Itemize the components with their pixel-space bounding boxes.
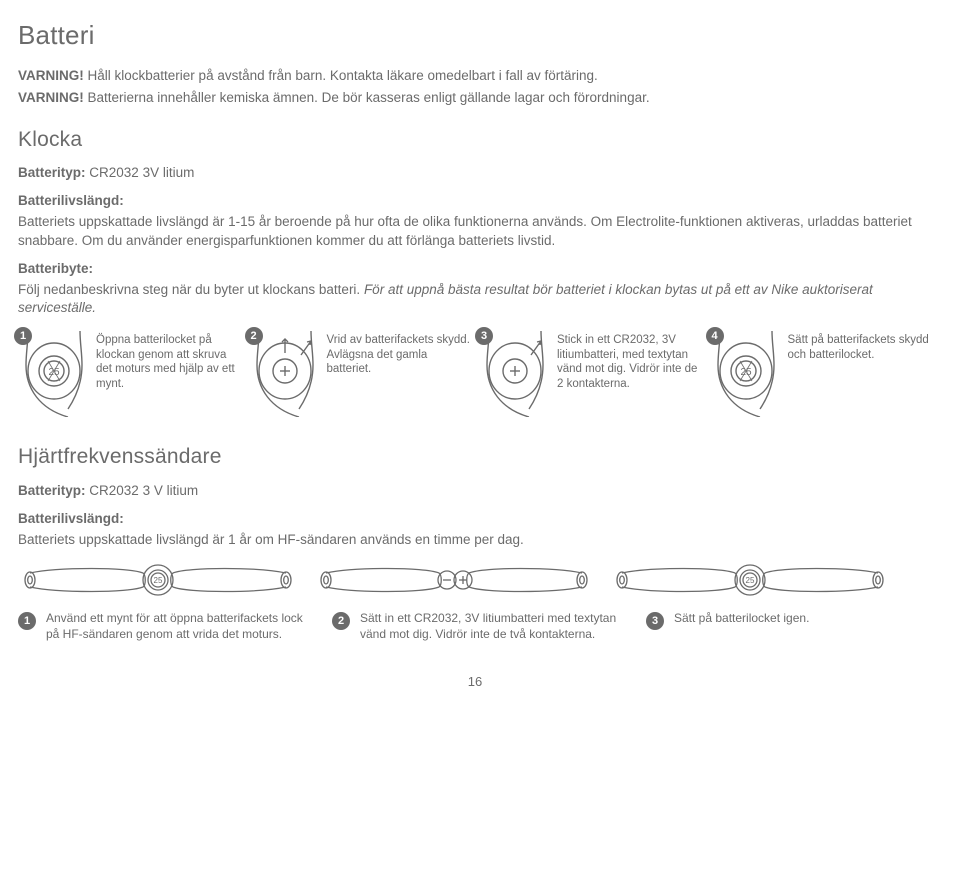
klocka-step-1: 1 25 Öppna batterilocket på klockan geno…: [18, 331, 241, 417]
warning-label-1: VARNING!: [18, 68, 84, 83]
strap-diagram-icon: 25: [18, 563, 298, 597]
page-number: 16: [18, 673, 932, 691]
batt-type-label: Batterityp:: [18, 165, 86, 180]
klocka-step-2-text: Vrid av batterifackets skydd. Avlägsna d…: [327, 331, 472, 376]
warning-2: VARNING! Batterierna innehåller kemiska …: [18, 89, 932, 107]
watch-diagram-icon: 2: [249, 331, 321, 417]
watch-diagram-icon: 3: [479, 331, 551, 417]
watch-diagram-icon: 1 25: [18, 331, 90, 417]
hjart-steps-row: 1 Använd ett mynt för att öppna batterif…: [18, 611, 932, 642]
warning-text-1: Håll klockbatterier på avstånd från barn…: [88, 68, 598, 83]
klocka-step-1-text: Öppna batterilocket på klockan genom att…: [96, 331, 241, 391]
batt-change-text: Följ nedanbeskrivna steg när du byter ut…: [18, 282, 873, 315]
hjart-step-1: 1 Använd ett mynt för att öppna batterif…: [18, 611, 304, 642]
svg-text:25: 25: [740, 367, 752, 378]
hjart-step-2-text: Sätt in ett CR2032, 3V litiumbatteri med…: [360, 611, 618, 642]
batt-change-text-1: Följ nedanbeskrivna steg när du byter ut…: [18, 282, 364, 297]
klocka-steps-row: 1 25 Öppna batterilocket på klockan geno…: [18, 331, 932, 417]
warning-label-2: VARNING!: [18, 90, 84, 105]
klocka-step-2: 2 Vrid av batterifackets skydd. Avlägsna…: [249, 331, 472, 417]
hjart-batt-type: Batterityp: CR2032 3 V litium: [18, 482, 932, 500]
hjart-step-1-text: Använd ett mynt för att öppna batterifac…: [46, 611, 304, 642]
batt-life-label: Batterilivslängd:: [18, 192, 932, 210]
step-number-badge: 4: [706, 327, 724, 345]
klocka-batt-life: Batterilivslängd: Batteriets uppskattade…: [18, 192, 932, 250]
batt-life-text: Batteriets uppskattade livslängd är 1-15…: [18, 214, 912, 247]
svg-text:25: 25: [48, 367, 60, 378]
klocka-heading: Klocka: [18, 126, 932, 154]
step-number-badge: 3: [646, 612, 664, 630]
svg-text:25: 25: [746, 576, 755, 585]
step-number-badge: 2: [245, 327, 263, 345]
strap-diagram-icon: [314, 563, 594, 597]
hjart-step-2: 2 Sätt in ett CR2032, 3V litiumbatteri m…: [332, 611, 618, 642]
batt-life-label: Batterilivslängd:: [18, 510, 932, 528]
batt-type-value: CR2032 3 V litium: [89, 483, 198, 498]
hjart-batt-life: Batterilivslängd: Batteriets uppskattade…: [18, 510, 932, 549]
klocka-step-3-text: Stick in ett CR2032, 3V litiumbatteri, m…: [557, 331, 702, 391]
page-title: Batteri: [18, 18, 932, 53]
klocka-step-4: 4 25 Sätt på batterifackets skydd och ba…: [710, 331, 933, 417]
batt-life-text: Batteriets uppskattade livslängd är 1 år…: [18, 532, 524, 547]
watch-diagram-icon: 4 25: [710, 331, 782, 417]
step-number-badge: 2: [332, 612, 350, 630]
warning-1: VARNING! Håll klockbatterier på avstånd …: [18, 67, 932, 85]
strap-diagram-icon: 25: [610, 563, 890, 597]
warning-text-2: Batterierna innehåller kemiska ämnen. De…: [88, 90, 650, 105]
svg-text:25: 25: [154, 576, 163, 585]
hjart-heading: Hjärtfrekvenssändare: [18, 443, 932, 471]
hjart-step-3-text: Sätt på batterilocket igen.: [674, 611, 809, 627]
batt-change-label: Batteribyte:: [18, 260, 932, 278]
klocka-batt-type: Batterityp: CR2032 3V litium: [18, 164, 932, 182]
batt-type-value: CR2032 3V litium: [89, 165, 194, 180]
step-number-badge: 1: [18, 612, 36, 630]
strap-diagrams-row: 25: [18, 563, 932, 597]
klocka-step-3: 3 Stick in ett CR2032, 3V litiumbatteri,…: [479, 331, 702, 417]
hjart-step-3: 3 Sätt på batterilocket igen.: [646, 611, 932, 642]
batt-type-label: Batterityp:: [18, 483, 86, 498]
klocka-batt-change: Batteribyte: Följ nedanbeskrivna steg nä…: [18, 260, 932, 318]
klocka-step-4-text: Sätt på batterifackets skydd och batteri…: [788, 331, 933, 362]
